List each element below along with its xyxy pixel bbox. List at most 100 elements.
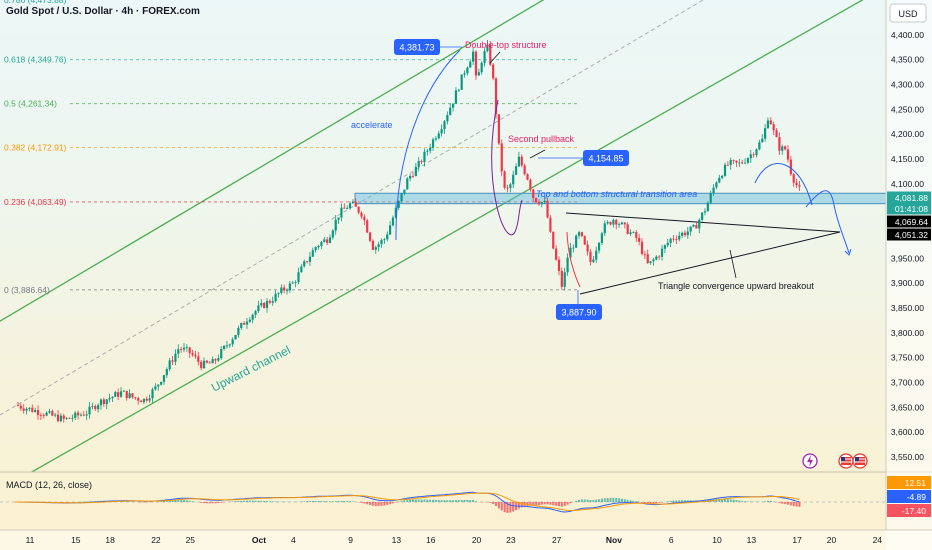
lightning-icon[interactable] [802,453,818,469]
macd-histogram-bar [443,500,446,502]
channel-mid-line [0,0,705,416]
candle-body [669,238,672,243]
candle-body [79,414,83,416]
macd-histogram-bar [746,501,749,502]
macd-histogram-bar [578,499,581,502]
candle-body [280,287,283,293]
candle-body [563,272,566,287]
symbol-title: Gold Spot / U.S. Dollar · 4h · FOREX.com [6,6,200,17]
price-label-text: 4,069.64 [895,217,928,227]
macd-histogram-bar [271,501,274,502]
price-label-text: 01:41:08 [895,204,928,214]
candle-body [377,244,380,248]
currency-button[interactable]: USD [889,3,927,23]
macd-histogram-bar [549,502,552,505]
price-label-badge [887,202,931,215]
x-tick-label: 13 [392,535,402,545]
time-axis[interactable] [0,530,932,550]
candle-body [368,232,372,241]
macd-histogram-bar [334,501,337,502]
macd-histogram-bar [88,501,91,502]
x-tick-label: 17 [792,535,802,545]
candle-body [122,390,125,392]
macd-histogram-bar [795,502,798,507]
candle-body [134,397,137,399]
price-callout-box [394,39,440,55]
candle-body [257,305,260,312]
upward-channel [0,0,864,472]
candle-body [589,251,592,263]
macd-histogram-bar [360,502,363,503]
macd-histogram-bar [620,498,623,502]
candle-body [703,211,707,213]
candle-body [758,142,761,150]
us-flag-event-icon-2[interactable] [852,453,868,469]
macd-histogram-bar [586,499,589,502]
macd-histogram-bar [646,502,649,504]
price-label-text: 4,051.32 [895,230,928,240]
macd-histogram-bar [575,500,578,502]
candle-body [197,356,200,362]
candle-body [494,78,498,115]
candle-body [162,375,166,382]
macd-histogram-bar [474,501,477,502]
accelerate-annotation: accelerate [351,120,393,130]
x-tick-label: 23 [506,535,516,545]
candle-body [234,334,237,340]
candle-body [251,314,254,320]
candle-body [646,254,649,264]
macd-histogram-bar [457,500,460,502]
macd-histogram-bar [449,500,452,502]
macd-histogram-bar [323,501,326,502]
candle-body [160,381,163,385]
candle-body [537,202,541,205]
macd-histogram-bar [174,499,177,502]
macd-histogram-bar [346,501,349,502]
candle-body [36,410,40,415]
candle-body [154,386,157,390]
candle-body [683,232,687,236]
x-tick-label: 25 [186,535,196,545]
macd-histogram-bar [389,502,392,505]
candle-body [22,408,25,411]
macd-histogram-bar [718,498,721,502]
candle-body [128,393,131,399]
candle-body [595,250,598,260]
candle-body [686,231,689,236]
candle-body [772,124,775,131]
candle-body [575,235,578,248]
macd-histogram-bar [772,501,775,502]
candle-body [603,223,606,234]
price-label-badge [887,191,931,204]
candle-body [480,62,483,73]
macd-histogram-bar [781,502,784,504]
candle-body [228,344,231,346]
candle-body [328,237,332,243]
candle-body [678,235,681,240]
y-tick-label: 4,400.00 [891,30,924,40]
candle-body [592,259,595,263]
candle-body [437,133,440,139]
macd-histogram-bar [721,498,724,502]
candle-body [340,207,343,218]
macd-histogram-bar [423,499,426,502]
candle-body [182,347,186,350]
candle-body [420,160,423,163]
price-axis[interactable] [886,0,932,550]
candle-body [54,414,57,416]
candle-body [314,247,317,251]
candle-body [460,74,463,90]
candle-body [48,411,51,413]
x-tick-label: 24 [873,535,883,545]
candle-body [142,398,146,403]
triangle-annotation: Triangle convergence upward breakout [658,281,814,291]
channel-lower-line [30,0,864,472]
candle-body [348,203,352,209]
us-flag-event-icon[interactable] [838,453,854,469]
macd-histogram-bar [185,500,188,502]
y-tick-label: 3,900.00 [891,278,924,288]
candle-body [76,412,80,416]
macd-histogram-bar [592,500,595,502]
